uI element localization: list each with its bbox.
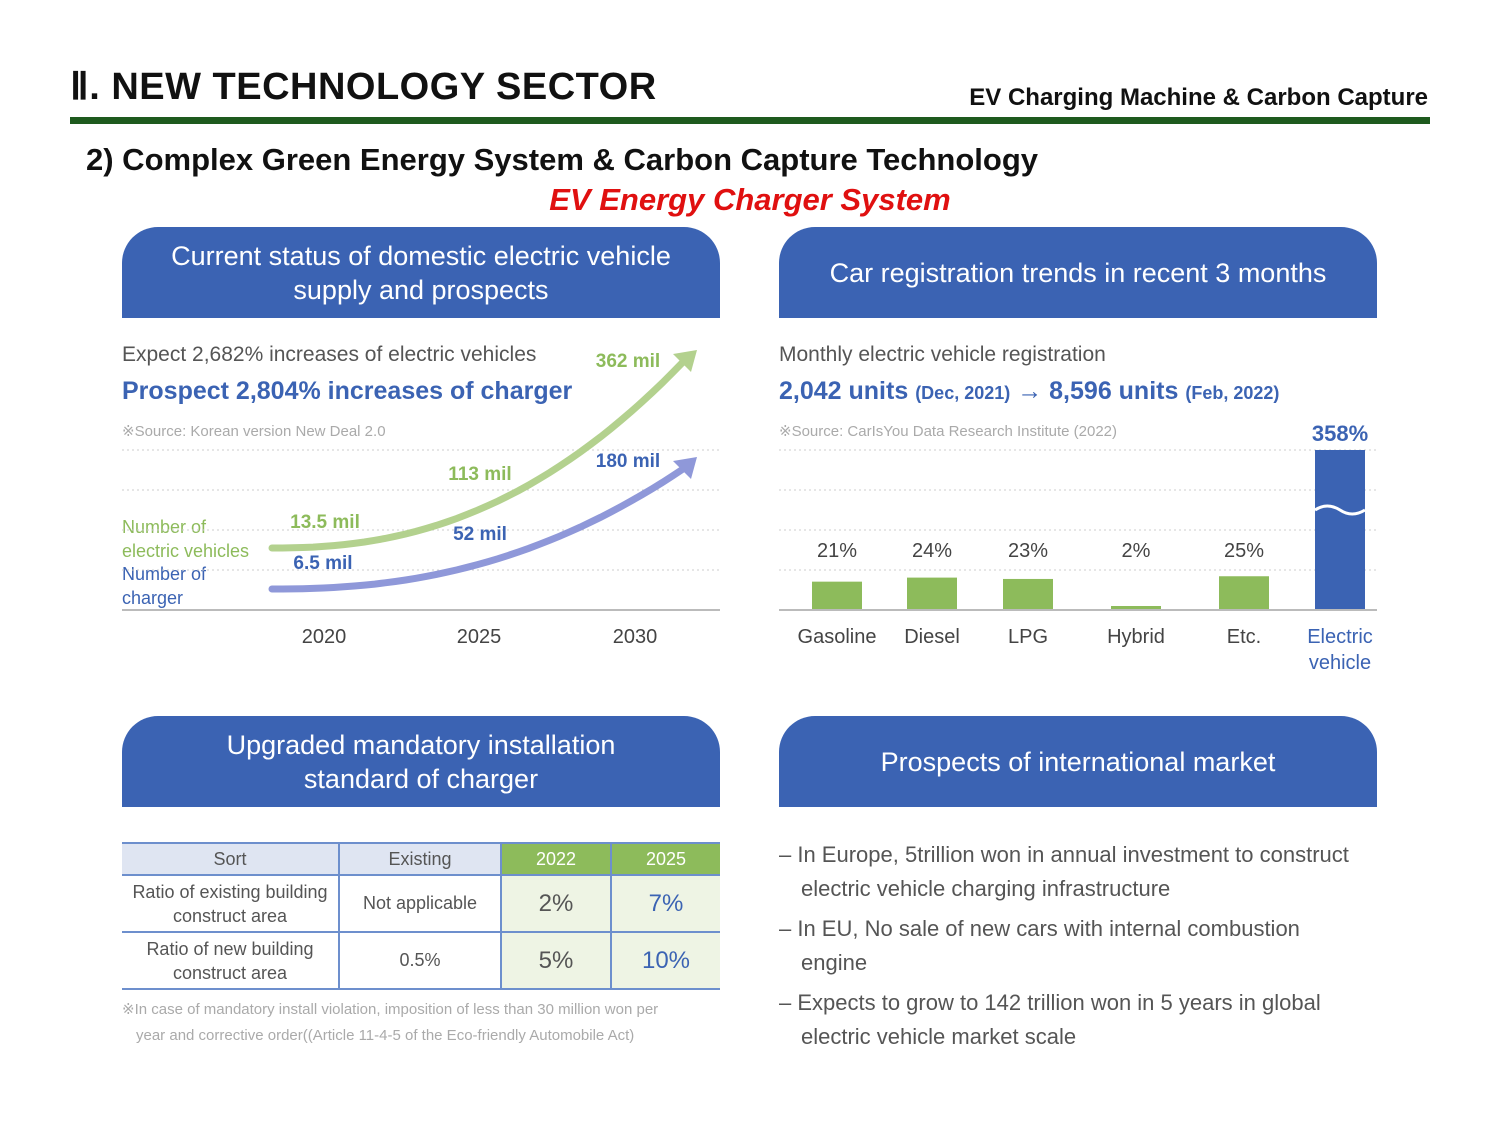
x-tick-label: 2030	[613, 626, 658, 648]
bullet3-line2: electric vehicle market scale	[801, 1024, 1077, 1049]
row1-sort-line2: construct area	[172, 905, 288, 926]
bullet2-line2: engine	[801, 950, 868, 975]
x-tick-label: LPG	[1008, 626, 1048, 648]
panel3-head-line1: Upgraded mandatory installation	[226, 729, 616, 760]
legend-ev-line2: electric vehicles	[122, 541, 250, 561]
panel3-header: Upgraded mandatory installation standard…	[122, 716, 720, 807]
data-label: 113 mil	[448, 464, 511, 485]
panel2-header: Car registration trends in recent 3 mont…	[779, 227, 1377, 318]
row1-existing: Not applicable	[338, 874, 502, 933]
x-tick-label: Hybrid	[1107, 626, 1165, 648]
row2-sort-line1: Ratio of new building	[146, 938, 314, 959]
data-label: 25%	[1224, 540, 1264, 562]
panel4-head: Prospects of international market	[880, 746, 1276, 777]
bullet1-line1: – In Europe, 5trillion won in annual inv…	[779, 842, 1349, 867]
red-title: EV Energy Charger System	[549, 182, 951, 217]
data-label: 23%	[1008, 540, 1048, 562]
series-line-charger	[268, 465, 687, 593]
bullet3-line1: – Expects to grow to 142 trillion won in…	[779, 990, 1321, 1015]
row2-sort-line2: construct area	[172, 962, 288, 983]
bullet2-line1: – In EU, No sale of new cars with intern…	[779, 916, 1300, 941]
col-sort: Sort	[122, 842, 340, 876]
data-label: 52 mil	[453, 524, 507, 545]
data-label: 2%	[1122, 540, 1151, 562]
panel1-head-line2: supply and prospects	[293, 274, 549, 305]
panel4-header: Prospects of international market	[779, 716, 1377, 807]
data-label: 24%	[912, 540, 952, 562]
axis-break-mark	[1314, 504, 1366, 516]
installation-standard-table: Sort Existing 2022 2025 Ratio of existin…	[122, 842, 720, 990]
col-existing: Existing	[338, 842, 502, 876]
panel2-source: ※Source: CarIsYou Data Research Institut…	[779, 423, 1118, 440]
arrow-glyph: →	[1017, 377, 1043, 405]
bar	[812, 581, 862, 610]
bar	[1315, 450, 1365, 610]
section-subtitle: EV Charging Machine & Carbon Capture	[969, 84, 1428, 111]
legend-ev-line1: Number of	[122, 517, 207, 537]
data-label: 180 mil	[596, 451, 660, 472]
panel1-head-line1: Current status of domestic electric vehi…	[171, 240, 671, 271]
panel2-line2: 2,042 units (Dec, 2021) → 8,596 units (F…	[779, 377, 1279, 406]
data-label: 6.5 mil	[293, 553, 352, 574]
panel3-note-line2: year and corrective order((Article 11-4-…	[136, 1027, 635, 1044]
bar	[1003, 578, 1053, 610]
data-label: 21%	[817, 540, 857, 562]
col-2025: 2025	[610, 842, 720, 876]
x-tick-label: vehicle	[1309, 652, 1371, 674]
bar	[1219, 576, 1269, 610]
market-bullet-list: – In Europe, 5trillion won in annual inv…	[779, 838, 1379, 1054]
header-divider	[70, 117, 1430, 124]
ev-dec-units: 2,042 units	[779, 377, 909, 405]
series-line-ev	[268, 358, 687, 552]
bar	[907, 577, 957, 610]
panel3-note-line1: ※In case of mandatory install violation,…	[122, 1001, 659, 1018]
col-2022: 2022	[500, 842, 612, 876]
panel1-line2: Prospect 2,804% increases of charger	[122, 377, 573, 405]
row2-sort: Ratio of new building construct area	[122, 931, 340, 990]
panel3-note: ※In case of mandatory install violation,…	[122, 997, 658, 1049]
row2-2022: 5%	[500, 931, 612, 990]
panel1-line1: Expect 2,682% increases of electric vehi…	[122, 343, 537, 366]
list-item: – In EU, No sale of new cars with intern…	[779, 912, 1379, 980]
panel1-header: Current status of domestic electric vehi…	[122, 227, 720, 318]
ev-feb-date: (Feb, 2022)	[1185, 383, 1280, 403]
legend-charger-line2: charger	[122, 588, 184, 608]
data-label: 358%	[1312, 421, 1368, 446]
row1-2022: 2%	[500, 874, 612, 933]
data-label: 13.5 mil	[290, 512, 360, 533]
page-subtitle: 2) Complex Green Energy System & Carbon …	[86, 142, 1039, 177]
table-row: Ratio of existing building construct are…	[122, 874, 720, 933]
row2-existing: 0.5%	[338, 931, 502, 990]
bullet1-line2: electric vehicle charging infrastructure	[801, 876, 1171, 901]
x-tick-label: 2025	[457, 626, 502, 648]
x-tick-label: Gasoline	[798, 626, 877, 648]
panel2-head: Car registration trends in recent 3 mont…	[829, 257, 1327, 288]
panel3-head-line2: standard of charger	[303, 763, 539, 794]
data-label: 362 mil	[596, 351, 660, 372]
panel2-line1: Monthly electric vehicle registration	[779, 343, 1106, 366]
row1-2025: 7%	[610, 874, 720, 933]
list-item: – Expects to grow to 142 trillion won in…	[779, 986, 1379, 1054]
table-row: Ratio of new building construct area 0.5…	[122, 931, 720, 990]
x-tick-label: Diesel	[904, 626, 960, 648]
x-tick-label: 2020	[302, 626, 347, 648]
panel1-source: ※Source: Korean version New Deal 2.0	[122, 423, 386, 440]
bar	[1111, 606, 1161, 610]
legend-charger: Number of charger	[122, 562, 206, 610]
legend-ev: Number of electric vehicles	[122, 515, 249, 563]
x-tick-label: Electric	[1307, 626, 1373, 648]
legend-charger-line1: Number of	[122, 564, 207, 584]
row1-sort: Ratio of existing building construct are…	[122, 874, 340, 933]
row1-sort-line1: Ratio of existing building	[132, 881, 328, 902]
x-tick-label: Etc.	[1227, 626, 1261, 648]
arrowhead-charger	[673, 457, 697, 479]
row2-2025: 10%	[610, 931, 720, 990]
arrowhead-ev	[673, 350, 697, 372]
list-item: – In Europe, 5trillion won in annual inv…	[779, 838, 1379, 906]
ev-dec-date: (Dec, 2021)	[915, 383, 1011, 403]
ev-feb-units: 8,596 units	[1049, 377, 1179, 405]
section-title: Ⅱ. NEW TECHNOLOGY SECTOR	[70, 66, 657, 108]
